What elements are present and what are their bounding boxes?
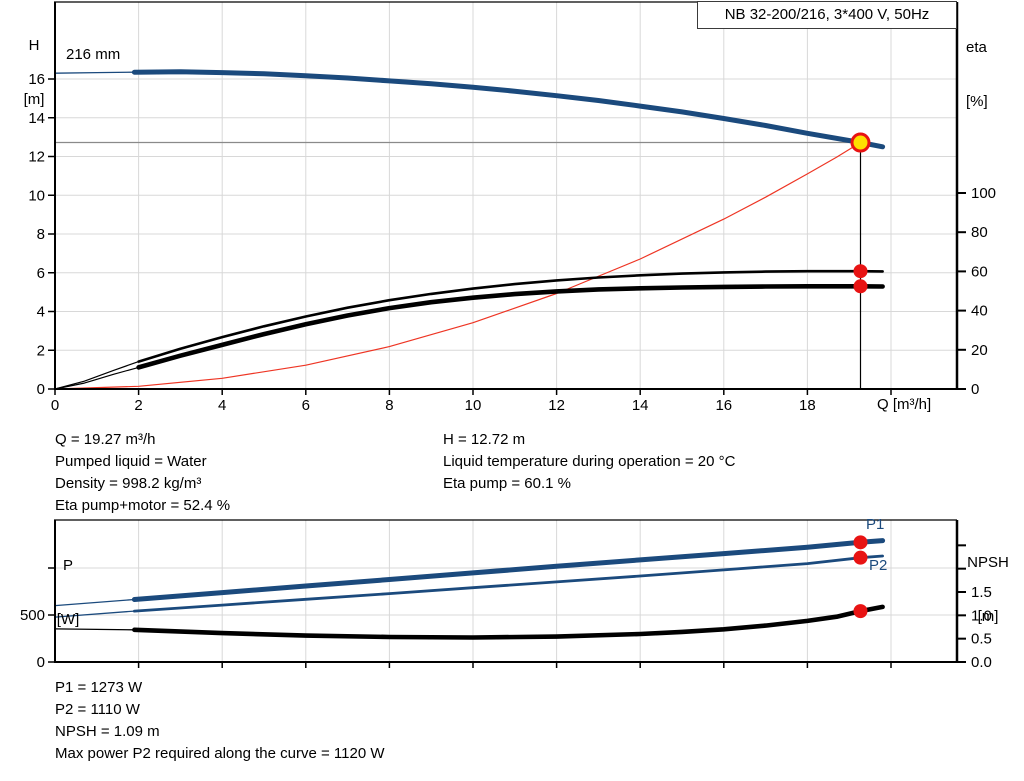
duty-point xyxy=(850,132,871,153)
x-tick-label: 18 xyxy=(799,397,816,414)
x-tick-label: 16 xyxy=(715,397,732,414)
y-right-tick-label: 1.5 xyxy=(971,584,992,601)
x-tick-label: 12 xyxy=(548,397,565,414)
eta-axis-title-symbol: eta xyxy=(966,39,987,56)
npsh-axis-title: NPSH [m] xyxy=(958,518,1018,662)
eta-pump-motor-lead xyxy=(54,366,140,390)
duty-info-right: H = 12.72 m Liquid temperature during op… xyxy=(443,429,735,495)
y-left-tick-label: 4 xyxy=(37,304,45,321)
npsh-axis-title-symbol: NPSH xyxy=(967,554,1009,571)
power-info: P1 = 1273 W P2 = 1110 W NPSH = 1.09 m Ma… xyxy=(55,677,385,765)
eta-pump-lead xyxy=(54,361,140,390)
info-max-power: Max power P2 required along the curve = … xyxy=(55,745,385,762)
info-p1: P1 = 1273 W xyxy=(55,679,143,696)
info-liquid-temperature: Liquid temperature during operation = 20… xyxy=(443,453,736,470)
p-axis-title-symbol: P xyxy=(62,557,73,574)
p2-point xyxy=(853,550,868,565)
info-pumped-liquid: Pumped liquid = Water xyxy=(55,453,207,470)
hq-curve-lead xyxy=(54,71,136,74)
y-left-tick-label: 14 xyxy=(28,110,45,127)
y-right-tick-label: 1.0 xyxy=(971,607,992,624)
npsh-lead xyxy=(54,628,136,631)
hq-curve-216mm xyxy=(131,69,886,150)
y-left-tick-label: 6 xyxy=(37,265,45,282)
p2-curve-label: P2 xyxy=(869,557,888,574)
npsh-axis-title-unit: [m] xyxy=(977,608,999,625)
x-tick-label: 14 xyxy=(632,397,649,414)
q-axis-title: Q [m³/h] xyxy=(877,396,932,413)
info-flow: Q = 19.27 m³/h xyxy=(55,431,156,448)
npsh-point xyxy=(853,604,868,619)
x-tick-label: 8 xyxy=(385,397,393,414)
p2-lead xyxy=(54,610,136,618)
y-left-tick-label: 16 xyxy=(28,71,45,88)
y-left-tick-label: 500 xyxy=(20,607,45,624)
y-right-tick-label: 40 xyxy=(971,303,988,320)
eta-axis-title: eta [%] xyxy=(966,3,988,147)
x-tick-label: 0 xyxy=(51,397,59,414)
p1-lead xyxy=(54,598,136,607)
x-tick-label: 2 xyxy=(134,397,142,414)
system-curve xyxy=(54,141,862,390)
y-left-tick-label: 12 xyxy=(28,149,45,166)
hq-chart: 0 2 4 6 8 10 12 14 16 18 0 2 4 6 8 10 12 14 16 0 20 40 60 80 100 xyxy=(28,1,996,414)
pump-title-box: NB 32-200/216, 3*400 V, 50Hz xyxy=(697,1,957,29)
info-npsh: NPSH = 1.09 m xyxy=(55,723,160,740)
eta-pump-point xyxy=(853,264,868,279)
y-left-tick-label: 0 xyxy=(37,381,45,398)
info-p2: P2 = 1110 W xyxy=(55,701,140,718)
x-tick-label: 10 xyxy=(465,397,482,414)
y-left-tick-label: 2 xyxy=(37,342,45,359)
p2-curve xyxy=(132,554,884,613)
x-tick-label: 4 xyxy=(218,397,226,414)
power-npsh-chart: 0 500 0.0 0.5 1.0 1.5 xyxy=(20,519,992,671)
p1-curve xyxy=(131,538,886,602)
y-right-tick-label: 100 xyxy=(971,185,996,202)
eta-axis-title-unit: [%] xyxy=(966,93,988,110)
p1-point xyxy=(853,535,868,550)
info-density: Density = 998.2 kg/m³ xyxy=(55,475,202,492)
info-eta-pump: Eta pump = 60.1 % xyxy=(443,475,571,492)
y-left-tick-label: 8 xyxy=(37,226,45,243)
info-head: H = 12.72 m xyxy=(443,431,526,448)
eta-pump-curve xyxy=(137,269,884,363)
npsh-curve xyxy=(132,604,885,640)
info-eta-pump-motor: Eta pump+motor = 52.4 % xyxy=(55,497,231,514)
h-axis-title-unit: [m] xyxy=(23,91,45,108)
duty-info-left: Q = 19.27 m³/h Pumped liquid = Water Den… xyxy=(55,429,230,517)
y-right-tick-label: 80 xyxy=(971,224,988,241)
impeller-size-label: 216 mm xyxy=(66,46,121,63)
y-right-tick-label: 0.0 xyxy=(971,654,992,671)
eta-pump-motor-curve xyxy=(136,283,885,370)
y-right-tick-label: 20 xyxy=(971,342,988,359)
y-left-tick-label: 0 xyxy=(37,654,45,671)
eta-pump-motor-point xyxy=(853,279,868,294)
y-left-tick-label: 10 xyxy=(28,187,45,204)
h-axis-title-symbol: H xyxy=(28,37,40,54)
y-right-tick-label: 0.5 xyxy=(971,631,992,648)
p-axis-title-unit: [W] xyxy=(56,611,80,628)
y-right-tick-label: 0 xyxy=(971,381,979,398)
p1-curve-label: P1 xyxy=(866,516,885,533)
x-tick-label: 6 xyxy=(302,397,310,414)
h-axis-title: H [m] xyxy=(16,1,52,145)
y-right-tick-label: 60 xyxy=(971,263,988,280)
p-axis-title: P [W] xyxy=(46,521,90,665)
